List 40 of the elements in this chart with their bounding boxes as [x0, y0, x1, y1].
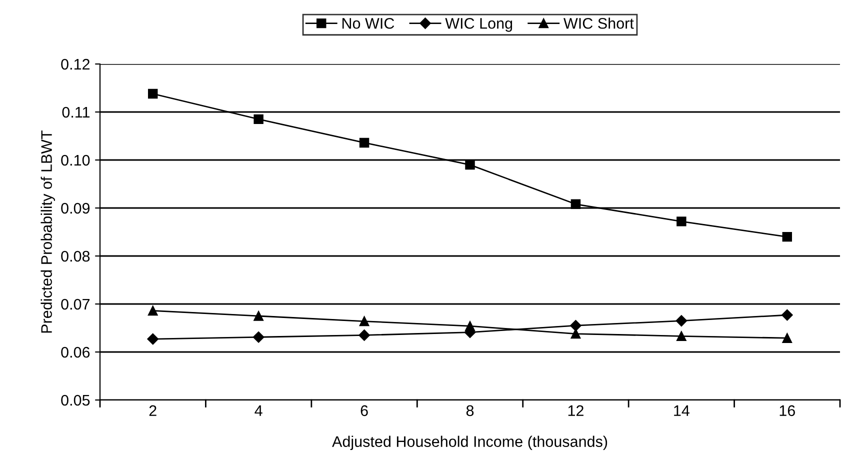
point	[147, 333, 158, 345]
legend-label: WIC Short	[564, 18, 634, 29]
point	[570, 320, 582, 332]
point	[359, 316, 370, 326]
x-tick-label: 14	[674, 405, 690, 416]
point	[465, 321, 475, 331]
x-axis-title: Adjusted Household Income (thousands)	[332, 436, 608, 450]
x-tick-label: 16	[780, 405, 795, 416]
point	[148, 88, 158, 99]
point	[252, 332, 264, 343]
y-tick-label: 0.07	[61, 298, 90, 310]
x-tick-label: 4	[254, 405, 262, 416]
point	[358, 330, 370, 341]
y-tick-label: 0.11	[62, 106, 90, 118]
point	[148, 306, 158, 316]
point	[254, 311, 264, 321]
point	[782, 309, 793, 321]
x-tick-label: 8	[466, 405, 474, 416]
point	[676, 315, 688, 326]
point	[676, 216, 686, 226]
y-tick-label: 0.10	[61, 154, 90, 166]
x-tick-label: 12	[568, 405, 584, 416]
point	[782, 232, 792, 242]
y-tick-label: 0.06	[61, 346, 90, 358]
y-tick-label: 0.09	[61, 202, 90, 214]
point	[570, 199, 581, 210]
point	[359, 138, 370, 148]
y-axis-title: Predicted Probability of LBWT	[40, 130, 55, 333]
legend-label: No WIC	[342, 18, 394, 29]
point	[254, 114, 264, 124]
point	[465, 160, 475, 170]
y-tick-label: 0.08	[61, 250, 90, 262]
y-tick-label: 0.05	[61, 394, 90, 406]
x-tick-label: 6	[360, 405, 368, 416]
x-tick-label: 2	[149, 405, 156, 416]
point	[676, 331, 686, 342]
y-tick-label: 0.12	[61, 58, 90, 70]
legend-label: WIC Long	[445, 18, 512, 32]
point	[570, 328, 581, 339]
point	[782, 333, 792, 343]
